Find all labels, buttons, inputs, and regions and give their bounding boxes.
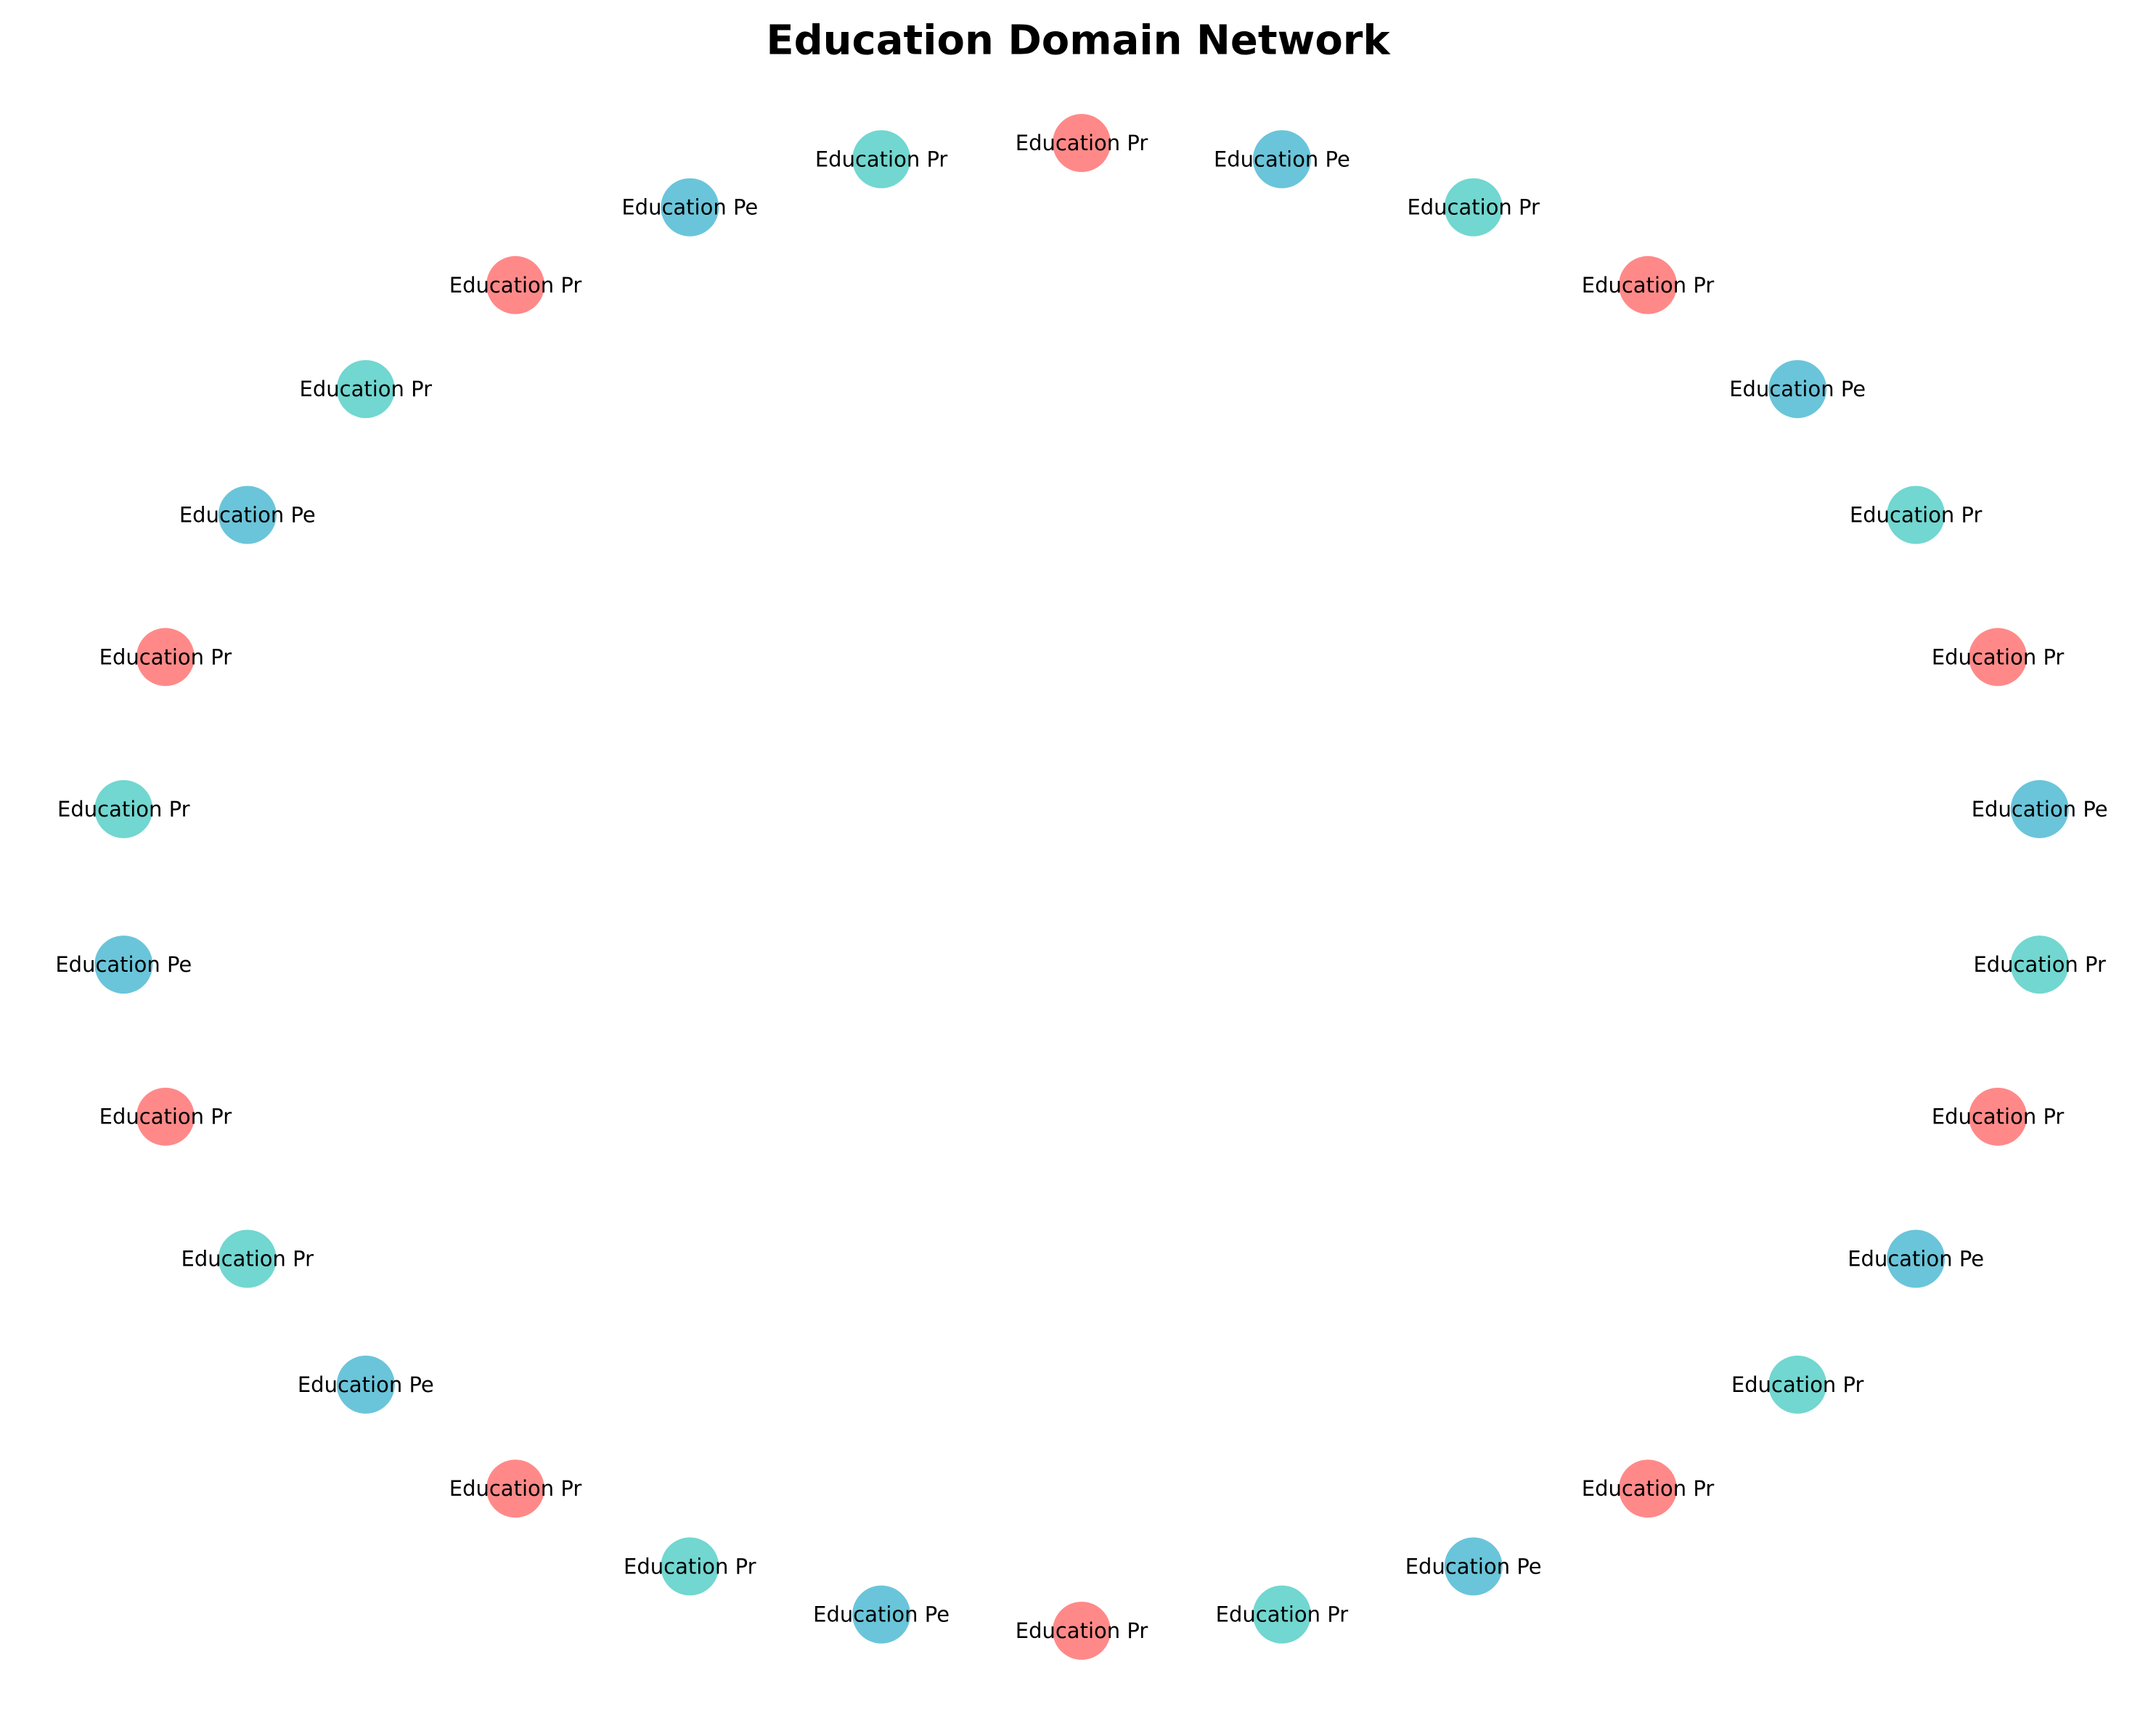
node-label: Education Pr [1850, 503, 1983, 528]
chart-title: Education Domain Network [766, 17, 1391, 65]
network-node: Education Pr [1016, 1602, 1148, 1660]
node-circle [1252, 1585, 1311, 1644]
node-label: Education Pe [621, 195, 758, 220]
network-node: Education Pr [181, 1229, 314, 1288]
node-label: Education Pr [449, 1476, 582, 1501]
node-label: Education Pe [1847, 1247, 1984, 1271]
network-node: Education Pe [1729, 360, 1866, 419]
node-label: Education Pe [179, 503, 316, 528]
network-node: Education Pe [1405, 1537, 1542, 1596]
node-circle [486, 255, 544, 314]
network-node: Education Pr [1582, 1459, 1715, 1518]
node-circle [1768, 360, 1827, 419]
network-node: Education Pr [1932, 1087, 2065, 1146]
node-circle [1619, 255, 1677, 314]
node-label: Education Pr [1216, 1602, 1349, 1627]
network-node: Education Pe [621, 178, 758, 237]
network-node: Education Pe [813, 1585, 950, 1644]
network-node: Education Pr [1731, 1355, 1864, 1414]
node-label: Education Pe [55, 952, 192, 977]
node-circle [486, 1459, 544, 1518]
network-node: Education Pr [57, 779, 190, 838]
node-label: Education Pe [1405, 1554, 1542, 1578]
node-label: Education Pr [57, 797, 190, 822]
node-circle [1053, 114, 1111, 172]
network-node: Education Pr [1016, 114, 1148, 172]
network-node: Education Pe [1972, 779, 2108, 838]
network-node: Education Pe [179, 486, 316, 544]
node-circle [1969, 1087, 2028, 1146]
node-circle [336, 360, 395, 419]
node-label: Education Pr [1582, 1476, 1715, 1501]
node-label: Education Pr [624, 1554, 756, 1578]
network-node: Education Pe [1847, 1229, 1984, 1288]
node-label: Education Pe [1729, 377, 1866, 401]
network-node: Education Pr [1932, 628, 2065, 687]
node-label: Education Pr [1016, 131, 1148, 155]
node-circle [1768, 1355, 1827, 1414]
node-label: Education Pr [1932, 1105, 2065, 1129]
node-circle [1252, 130, 1311, 189]
node-label: Education Pe [813, 1602, 950, 1627]
network-node: Education Pr [815, 130, 948, 189]
node-label: Education Pr [1407, 195, 1540, 220]
node-circle [2010, 779, 2069, 838]
node-circle [2010, 935, 2069, 994]
node-label: Education Pr [1973, 952, 2106, 977]
node-label: Education Pr [1731, 1372, 1864, 1397]
node-circle [1444, 1537, 1503, 1596]
node-circle [136, 1087, 195, 1146]
node-circle [94, 935, 153, 994]
network-node: Education Pe [298, 1355, 434, 1414]
node-circle [94, 779, 153, 838]
node-label: Education Pr [99, 1105, 232, 1129]
node-circle [1444, 178, 1503, 237]
node-label: Education Pr [300, 377, 433, 401]
network-node: Education Pr [1407, 178, 1540, 237]
network-node: Education Pr [1850, 486, 1983, 544]
node-circle [1887, 486, 1945, 544]
node-label: Education Pe [1214, 147, 1350, 171]
network-node: Education Pr [99, 628, 232, 687]
node-label: Education Pr [1016, 1618, 1148, 1643]
node-circle [1887, 1229, 1945, 1288]
node-label: Education Pr [181, 1247, 314, 1271]
node-label: Education Pr [1932, 644, 2065, 669]
node-circle [136, 628, 195, 687]
node-label: Education Pr [99, 644, 232, 669]
node-label: Education Pe [298, 1372, 434, 1397]
network-node: Education Pe [1214, 130, 1350, 189]
nodes-layer: Education Pr Education Pe Education Pr Educ… [55, 114, 2108, 1660]
network-node: Education Pr [1973, 935, 2106, 994]
node-label: Education Pr [449, 273, 582, 298]
network-node: Education Pr [99, 1087, 232, 1146]
network-node: Education Pr [300, 360, 433, 419]
network-node: Education Pr [1582, 255, 1715, 314]
node-circle [661, 178, 719, 237]
node-circle [218, 486, 277, 544]
node-circle [1053, 1602, 1111, 1660]
network-node: Education Pr [624, 1537, 756, 1596]
node-circle [852, 130, 911, 189]
node-label: Education Pr [815, 147, 948, 171]
node-circle [852, 1585, 911, 1644]
network-node: Education Pe [55, 935, 192, 994]
network-node: Education Pr [1216, 1585, 1349, 1644]
node-circle [218, 1229, 277, 1288]
node-circle [1969, 628, 2028, 687]
node-circle [661, 1537, 719, 1596]
node-circle [336, 1355, 395, 1414]
node-label: Education Pr [1582, 273, 1715, 298]
network-node: Education Pr [449, 255, 582, 314]
network-node: Education Pr [449, 1459, 582, 1518]
node-circle [1619, 1459, 1677, 1518]
node-label: Education Pe [1972, 797, 2108, 822]
